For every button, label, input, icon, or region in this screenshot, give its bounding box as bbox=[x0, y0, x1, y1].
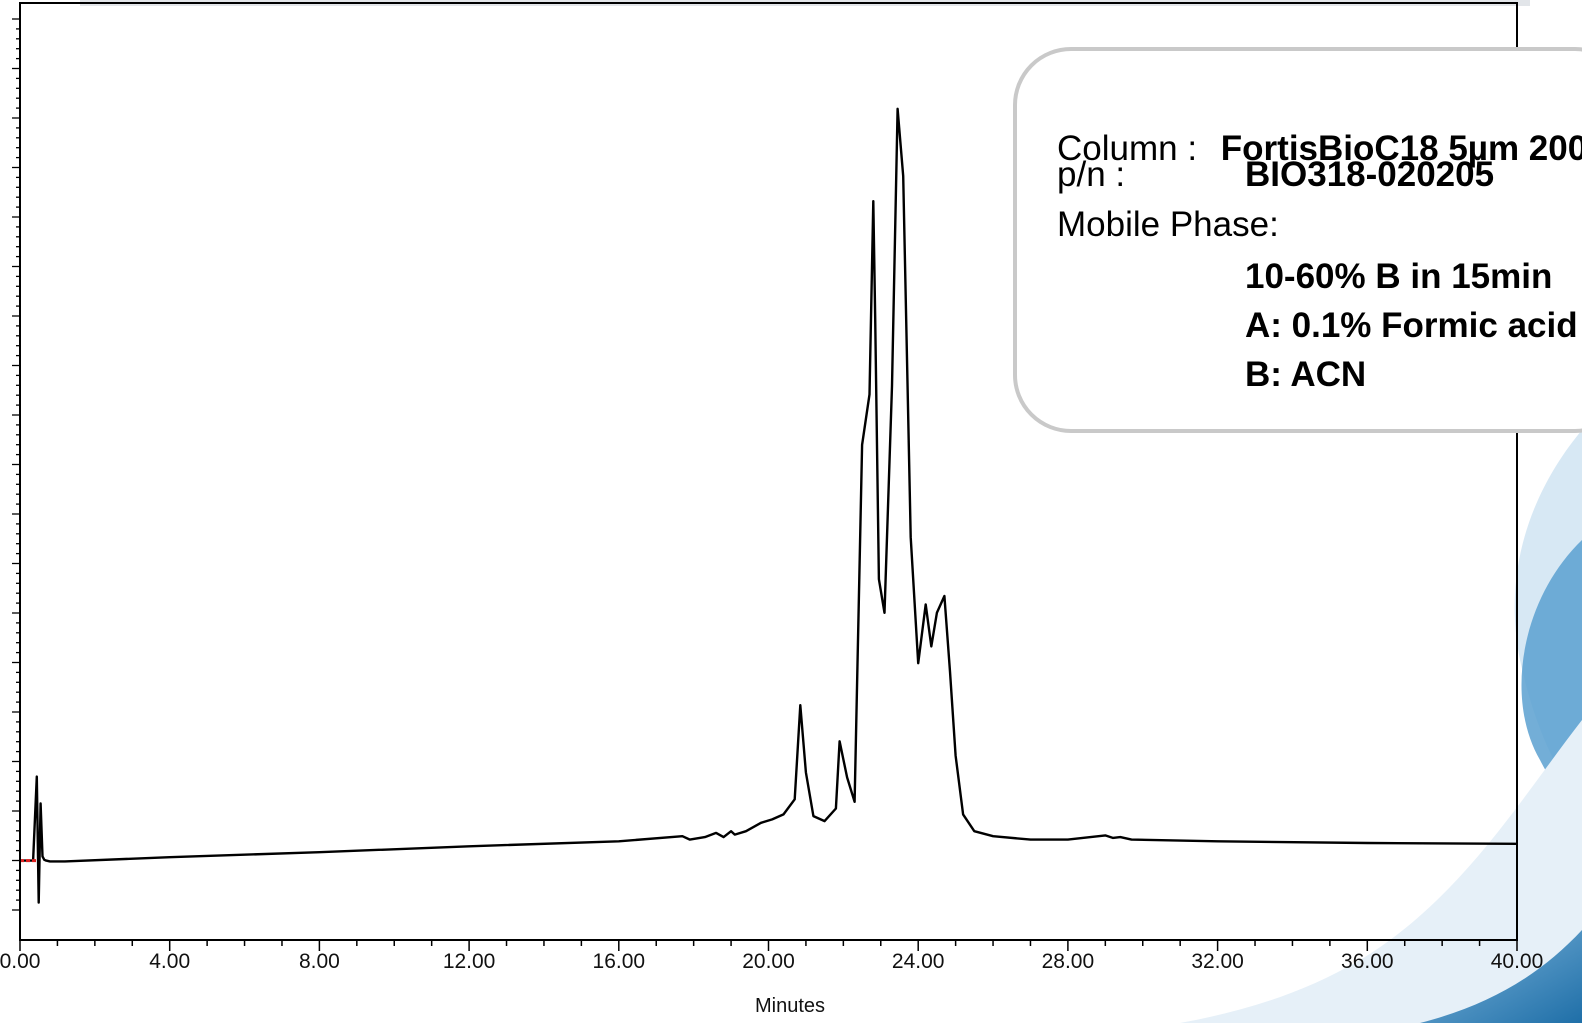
column-label: Column : bbox=[1057, 129, 1198, 168]
x-tick-label: 4.00 bbox=[149, 950, 190, 973]
solvent-b-row: B: ACN bbox=[1245, 355, 1366, 395]
solvent-a-value: A: 0.1% Formic acid bbox=[1245, 306, 1578, 345]
gradient-value: 10-60% B in 15min bbox=[1245, 257, 1553, 296]
x-tick-label: 40.00 bbox=[1491, 950, 1544, 973]
mobile-phase-row: Mobile Phase: bbox=[1057, 205, 1279, 245]
x-tick-label: 12.00 bbox=[443, 950, 496, 973]
pn-label-row: p/n : bbox=[1057, 155, 1125, 195]
method-info-box: Column : FortisBioC18 5µm 200x2.1mm p/n … bbox=[1013, 47, 1582, 433]
plot-frame bbox=[19, 2, 1518, 941]
x-tick-label: 32.00 bbox=[1191, 950, 1244, 973]
gradient-row: 10-60% B in 15min bbox=[1245, 257, 1552, 297]
mobile-phase-label: Mobile Phase: bbox=[1057, 205, 1279, 244]
solvent-b-value: B: ACN bbox=[1245, 355, 1367, 394]
x-tick-label: 28.00 bbox=[1042, 950, 1095, 973]
decor-light-swoosh bbox=[1180, 720, 1582, 1023]
x-tick-label: 36.00 bbox=[1341, 950, 1394, 973]
column-row: Column : FortisBioC18 5µm 200x2.1mm bbox=[1057, 129, 1582, 169]
x-tick-label: 8.00 bbox=[299, 950, 340, 973]
chromatogram-trace bbox=[20, 107, 1518, 904]
x-tick-label: 0.00 bbox=[0, 950, 40, 973]
x-tick-label: 24.00 bbox=[892, 950, 945, 973]
x-axis-tick-labels: 0.00 4.00 8.00 12.00 16.00 20.00 24.00 28.00 32.… bbox=[0, 950, 1543, 973]
solvent-a-row: A: 0.1% Formic acid bbox=[1245, 306, 1578, 346]
pn-value: BIO318-020205 bbox=[1245, 155, 1495, 194]
x-tick-label: 20.00 bbox=[742, 950, 795, 973]
x-axis-label: Minutes bbox=[755, 995, 825, 1017]
column-value: FortisBioC18 5µm 200x2.1mm bbox=[1220, 129, 1582, 168]
x-tick-label: 16.00 bbox=[593, 950, 646, 973]
pn-label: p/n : bbox=[1057, 155, 1126, 194]
pn-value-row: BIO318-020205 bbox=[1245, 155, 1494, 195]
decor-blue-swoosh bbox=[1420, 930, 1582, 1023]
y-axis-ticks bbox=[12, 18, 20, 911]
decor-blue-curve bbox=[1521, 540, 1582, 805]
